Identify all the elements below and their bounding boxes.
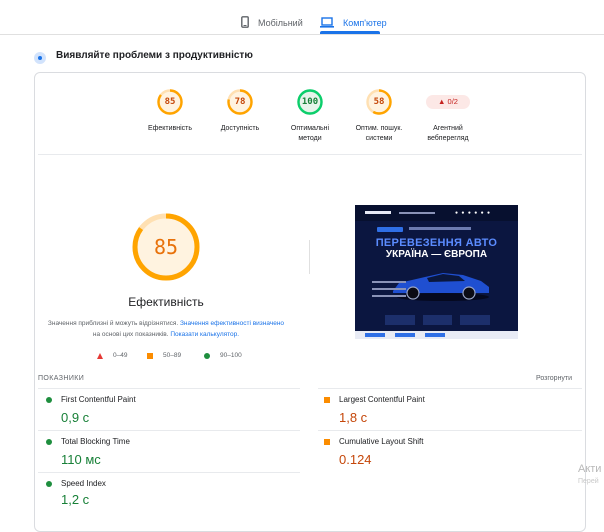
metric-separator [318,430,582,431]
active-tab-indicator [320,31,380,34]
phone-icon [241,16,249,30]
metric-cls-value: 0.124 [339,452,372,467]
diagnose-icon [34,52,46,64]
tab-divider [0,34,604,35]
legend-fail: 0–49 [97,352,127,359]
label-best-practices: Оптимальні методи [290,125,330,142]
performance-note: Значення приблизні й можуть відрізнятися… [46,318,286,340]
pass-circle-icon [46,480,52,487]
score-seo: 58 [373,97,385,107]
tab-mobile-label: Мобільний [258,18,303,28]
screenshot-footer [355,331,518,339]
metric-si: Speed Index [46,479,106,488]
metric-fcp: First Contentful Paint [46,395,136,404]
metrics-title: ПОКАЗНИКИ [38,375,85,382]
metric-tbt: Total Blocking Time [46,437,130,446]
tab-desktop-label: Комп'ютер [343,18,387,28]
label-agentic-browsing: Агентний вебперегляд [427,125,469,142]
metric-separator [38,430,300,431]
metric-fcp-value: 0,9 с [61,410,90,425]
agentic-browsing-badge[interactable]: ▲ 0/2 [426,95,470,109]
screenshot-stats [385,315,491,325]
label-performance: Ефективність [147,125,193,132]
legend-average: 50–89 [147,352,181,359]
expand-view-button[interactable]: Розгорнути [536,375,573,382]
square-icon [147,352,153,359]
car-image [393,273,489,301]
screenshot-nav-dots: ● ● ● ● ● ● [455,210,492,216]
note-text: Значення приблизні й можуть відрізнятися… [47,320,180,327]
metric-si-value: 1,2 с [61,492,90,507]
legend-average-range: 50–89 [163,352,182,359]
calculator-link[interactable]: Показати калькулятор. [170,331,240,338]
activation-watermark-title: Акти [578,463,602,475]
legend-fail-range: 0–49 [113,352,128,359]
metric-lcp: Largest Contentful Paint [324,395,425,404]
pass-circle-icon [46,396,52,403]
screenshot-heading: ПЕРЕВЕЗЕННЯ АВТО [375,237,498,249]
metrics-divider [318,388,582,389]
diagnose-title: Виявляйте проблеми з продуктивністю [56,50,253,61]
metric-separator [38,472,300,473]
tab-mobile[interactable]: Мобільний [241,12,303,34]
legend-pass: 90–100 [204,352,242,359]
note-text-middle: на основі цих показників. [92,331,171,338]
screenshot-subheading: УКРАЇНА — ЄВРОПА [385,249,488,260]
label-seo: Оптим. пошук. системи [355,125,403,142]
metric-cls-name: Cumulative Layout Shift [339,437,424,446]
metric-tbt-name: Total Blocking Time [61,437,130,446]
tab-desktop[interactable]: Комп'ютер [320,12,387,34]
metrics-divider [38,388,300,389]
label-accessibility: Доступність [220,125,260,132]
metric-tbt-value: 110 мс [61,452,101,467]
metric-si-name: Speed Index [61,479,106,488]
metric-fcp-name: First Contentful Paint [61,395,136,404]
performance-score: 85 [153,235,179,259]
gauge-best-practices[interactable] [297,89,323,115]
score-best-practices: 100 [301,97,319,107]
laptop-icon [320,16,334,30]
legend-pass-range: 90–100 [220,352,242,359]
gauge-accessibility[interactable] [227,89,253,115]
triangle-icon [97,352,103,359]
vertical-separator [309,240,310,274]
score-accessibility: 78 [234,97,246,107]
metric-lcp-name: Largest Contentful Paint [339,395,425,404]
card-divider [38,154,582,155]
gauge-seo[interactable] [366,89,392,115]
activation-watermark-subtitle: Перей [578,478,599,485]
metric-lcp-value: 1,8 с [339,410,368,425]
performance-label: Ефективність [128,295,204,309]
circle-icon [204,352,210,359]
screenshot-navbar: ● ● ● ● ● ● [355,205,518,221]
metric-cls: Cumulative Layout Shift [324,437,424,446]
page-screenshot: ● ● ● ● ● ● ПЕРЕВЕЗЕННЯ АВТО УКРАЇНА — Є… [355,205,518,339]
performance-gauge [132,213,200,281]
gauge-performance[interactable] [157,89,183,115]
average-square-icon [324,438,330,445]
score-performance: 85 [164,97,176,107]
score-explanation-link[interactable]: Значення ефективності визначено [179,320,285,327]
average-square-icon [324,396,330,403]
pass-circle-icon [46,438,52,445]
